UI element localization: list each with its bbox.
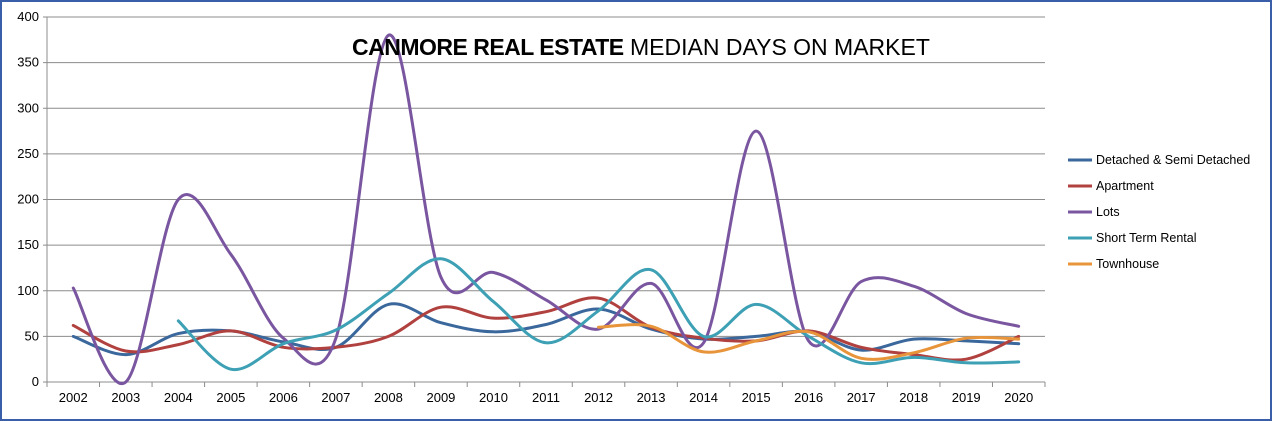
series-line-townhouse	[597, 323, 1021, 361]
y-tick-label: 350	[17, 55, 39, 70]
x-tick-label: 2011	[532, 390, 560, 405]
legend-label: Short Term Rental	[1096, 231, 1197, 245]
y-tick-label: 0	[32, 374, 39, 389]
x-tick-label: 2006	[269, 390, 298, 405]
x-tick-label: 2016	[794, 390, 823, 405]
chart-title-bold: CANMORE REAL ESTATE	[352, 34, 624, 60]
x-tick-label: 2018	[899, 390, 928, 405]
legend: Detached & Semi Detached Apartment Lots Sho…	[1068, 153, 1250, 271]
y-tick-label: 400	[17, 9, 39, 24]
x-tick-label: 2015	[742, 390, 771, 405]
series-line-short-term-rental	[176, 257, 1021, 372]
chart-title: CANMORE REAL ESTATE MEDIAN DAYS ON MARKE…	[352, 34, 930, 60]
y-tick-label: 50	[25, 328, 39, 343]
x-tick-label: 2010	[479, 390, 508, 405]
axes	[46, 17, 1046, 387]
series-line-apartment	[71, 296, 1021, 362]
series-lines	[71, 33, 1021, 386]
x-tick-label: 2012	[584, 390, 613, 405]
gridlines	[43, 16, 1045, 383]
legend-label: Townhouse	[1096, 257, 1159, 271]
legend-label: Apartment	[1096, 179, 1154, 193]
y-axis-tick-labels: 0 50 100 150 200 250 300 350 400	[17, 9, 39, 389]
x-tick-label: 2020	[1004, 390, 1033, 405]
x-tick-label: 2008	[374, 390, 403, 405]
y-tick-label: 300	[17, 100, 39, 115]
x-tick-label: 2007	[321, 390, 350, 405]
x-tick-label: 2014	[689, 390, 718, 405]
series-line-lots	[71, 33, 1021, 386]
x-axis-tick-labels: 2002 2003 2004 2005 2006 2007 2008 2009 2010 2011…	[59, 390, 1033, 405]
y-tick-label: 200	[17, 192, 39, 207]
x-tick-label: 2004	[164, 390, 193, 405]
y-tick-label: 150	[17, 237, 39, 252]
x-tick-label: 2005	[216, 390, 245, 405]
x-tick-label: 2002	[59, 390, 88, 405]
x-tick-label: 2019	[952, 390, 981, 405]
chart-title-rest: MEDIAN DAYS ON MARKET	[624, 34, 930, 60]
x-tick-label: 2009	[426, 390, 455, 405]
legend-label: Detached & Semi Detached	[1096, 153, 1250, 167]
y-tick-label: 250	[17, 146, 39, 161]
legend-label: Lots	[1096, 205, 1120, 219]
y-tick-label: 100	[17, 283, 39, 298]
x-tick-label: 2017	[847, 390, 876, 405]
x-tick-label: 2003	[111, 390, 140, 405]
x-tick-label: 2013	[637, 390, 666, 405]
